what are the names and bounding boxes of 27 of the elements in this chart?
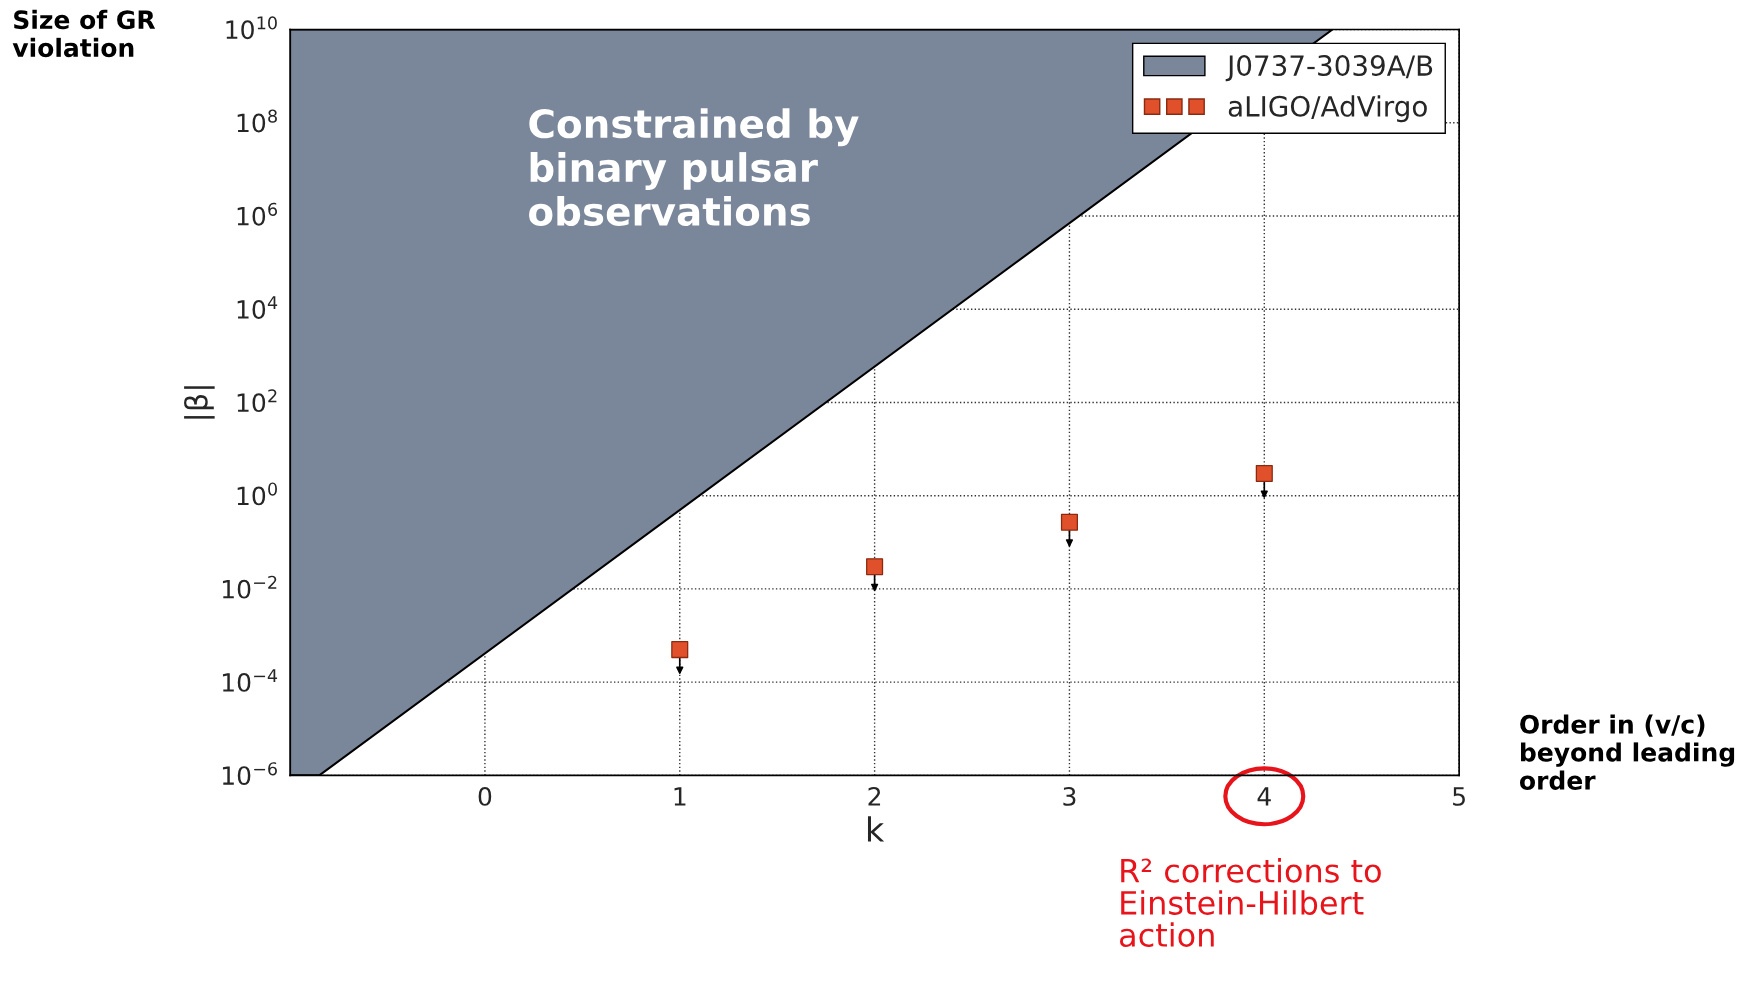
annotation: Constrained by binary pulsar observations bbox=[529, 108, 859, 227]
point bbox=[671, 641, 689, 659]
y-tick-label: 10$^{6}$ bbox=[237, 202, 278, 226]
legend-label: J0737-3039A/B bbox=[1225, 55, 1433, 82]
y-tick-label: 10$^{0}$ bbox=[237, 482, 277, 506]
y-axis-title: |β| bbox=[184, 386, 215, 419]
point bbox=[1255, 464, 1273, 483]
y-tick-label: 10$^{−6}$ bbox=[222, 762, 277, 786]
legend-label: aLIGO/AdVirgo bbox=[1228, 95, 1427, 123]
x-tick-label: 0 bbox=[478, 786, 492, 806]
y-tick-label: 10$^{2}$ bbox=[237, 389, 277, 413]
y-tick-label: 10$^{8}$ bbox=[237, 109, 277, 133]
x-tick-label: 2 bbox=[868, 786, 881, 806]
y-tick-label: 10$^{−2}$ bbox=[222, 575, 277, 599]
text: Order in (v/c) beyond leading order bbox=[1519, 714, 1735, 790]
y-tick-label: 10$^{4}$ bbox=[237, 296, 278, 319]
x-tick-label: 5 bbox=[1453, 787, 1465, 806]
y-tick-label: 10$^{−4}$ bbox=[222, 669, 278, 692]
text: Size of GR violation bbox=[12, 9, 156, 58]
y-tick-label: 10$^{10}$ bbox=[226, 16, 277, 40]
point bbox=[1060, 513, 1079, 531]
x-axis-title: k bbox=[867, 816, 885, 842]
x-tick-label: 3 bbox=[1063, 786, 1076, 806]
text: R² corrections to Einstein-Hilbert action bbox=[1120, 858, 1381, 948]
x-tick-label: 4 bbox=[1257, 787, 1271, 806]
point bbox=[866, 558, 884, 576]
x-tick-label: 1 bbox=[674, 787, 686, 806]
